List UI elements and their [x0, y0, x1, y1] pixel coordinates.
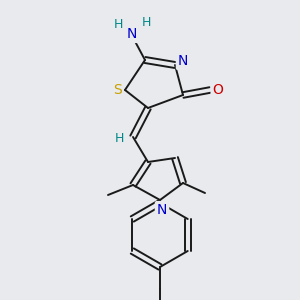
Text: N: N: [178, 54, 188, 68]
Text: S: S: [112, 83, 122, 97]
Text: N: N: [127, 27, 137, 41]
Text: O: O: [213, 83, 224, 97]
Text: H: H: [114, 133, 124, 146]
Text: H: H: [141, 16, 151, 28]
Text: H: H: [113, 17, 123, 31]
Text: N: N: [157, 203, 167, 217]
